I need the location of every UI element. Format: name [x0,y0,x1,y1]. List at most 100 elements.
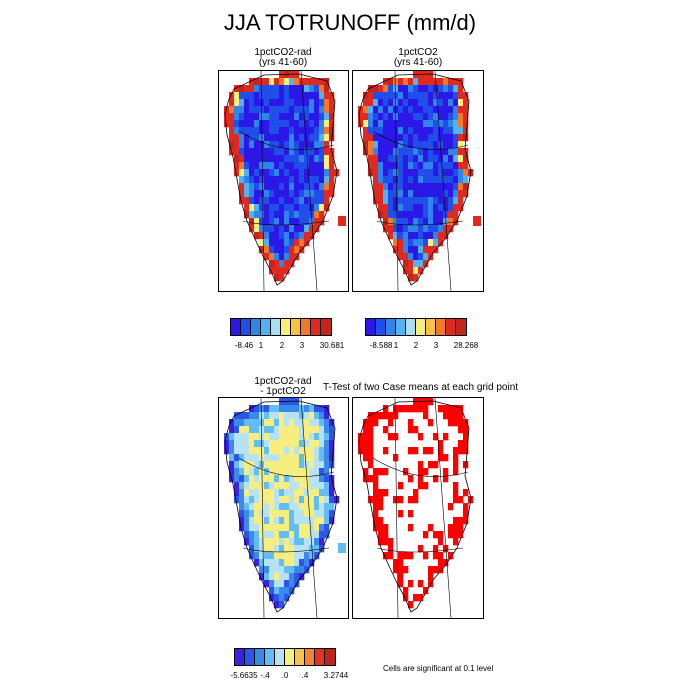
grid-cell [234,148,240,156]
grid-cell [383,120,389,128]
grid-cell [264,412,270,420]
grid-cell [458,183,464,191]
grid-cell [373,92,379,100]
grid-cell [279,204,285,212]
grid-cell [413,274,419,282]
grid-cell [309,204,315,212]
grid-cell [264,218,270,226]
grid-cell [229,461,235,469]
grid-cell [388,141,394,149]
grid-cell [453,454,459,462]
grid-cell [284,573,290,581]
grid-cell [423,190,429,198]
grid-cell [294,176,300,184]
grid-cell [279,412,285,420]
grid-cell [284,211,290,219]
grid-cell [304,162,310,170]
grid-cell [304,566,310,574]
grid-cell [438,232,444,240]
grid-cell [428,573,434,581]
grid-cell [398,552,404,560]
grid-cell [438,127,444,135]
grid-cell [259,412,265,420]
grid-cell [269,78,275,86]
grid-cell [279,531,285,539]
grid-cell [269,113,275,121]
grid-cell [229,134,235,142]
grid-cell [264,92,270,100]
grid-cell [304,489,310,497]
grid-cell [309,503,315,511]
grid-cell [254,134,260,142]
grid-cell [423,253,429,261]
grid-cell [304,106,310,114]
grid-cell [324,405,330,413]
colorbar1-label-max: 30.681 [319,341,345,350]
grid-cell [443,148,449,156]
grid-cell [418,190,424,198]
grid-cell [453,531,459,539]
grid-cell [453,538,459,546]
grid-cell [264,141,270,149]
grid-cell [259,197,265,205]
grid-cell [403,92,409,100]
grid-cell [264,78,270,86]
grid-cell [428,190,434,198]
grid-cell [264,454,270,462]
grid-cell [448,503,454,511]
grid-cell [463,503,469,511]
grid-cell [304,454,310,462]
grid-cell [443,141,449,149]
grid-cell [408,447,414,455]
grid-cell [259,545,265,553]
grid-cell [279,566,285,574]
grid-cell [393,141,399,149]
grid-cell [279,489,285,497]
grid-cell [234,169,240,177]
grid-cell [388,538,394,546]
coastline [358,400,472,613]
grid-cell [294,398,300,406]
grid-cell [423,162,429,170]
grid-cell [289,468,295,476]
grid-cell [438,120,444,128]
grid-cell [378,204,384,212]
grid-cell [428,148,434,156]
grid-cell [329,510,335,518]
grid-cell [284,440,290,448]
grid-cell [259,141,265,149]
grid-cell [244,517,250,525]
grid-cell [324,440,330,448]
grid-cell [383,524,389,532]
grid-cell [264,440,270,448]
grid-cell [368,440,374,448]
grid-cell [269,232,275,240]
grid-cell [269,267,275,275]
grid-cell [309,162,315,170]
grid-cell [229,433,235,441]
grid-cell [428,169,434,177]
grid-cell [428,197,434,205]
grid-cell [244,489,250,497]
colorbar-swatch [315,649,325,665]
grid-cell [269,92,275,100]
grid-cell [259,218,265,226]
grid-cell [249,440,255,448]
grid-cell [239,489,245,497]
grid-cell [284,510,290,518]
grid-cell [269,239,275,247]
grid-cell [433,545,439,553]
grid-cell [284,461,290,469]
grid-cell [269,496,275,504]
grid-cell [264,503,270,511]
grid-cell [428,155,434,163]
grid-cell [254,517,260,525]
grid-cell [438,169,444,177]
island-cell [473,216,481,226]
grid-cell [408,176,414,184]
grid-cell [239,155,245,163]
grid-cell [319,141,325,149]
grid-cell [458,204,464,212]
grid-cell [294,482,300,490]
grid-cell [453,78,459,86]
